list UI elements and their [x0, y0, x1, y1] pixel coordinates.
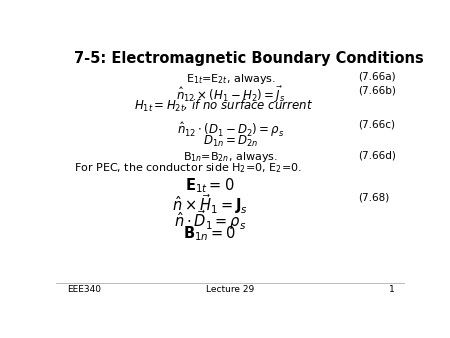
Text: $\hat{n}\cdot\vec{D}_1 = \rho_s$: $\hat{n}\cdot\vec{D}_1 = \rho_s$ — [174, 208, 246, 232]
Text: (7.66d): (7.66d) — [358, 150, 396, 160]
Text: $\hat{n}_{12}\cdot(D_1-D_2)=\rho_s$: $\hat{n}_{12}\cdot(D_1-D_2)=\rho_s$ — [177, 120, 284, 139]
Text: (7.66a): (7.66a) — [358, 72, 396, 82]
Text: $\hat{n}_{12}\times(H_1-H_2)=\vec{J}_s$: $\hat{n}_{12}\times(H_1-H_2)=\vec{J}_s$ — [176, 85, 285, 105]
Text: (7.66b): (7.66b) — [358, 85, 396, 95]
Text: B$_{1n}$=B$_{2n}$, always.: B$_{1n}$=B$_{2n}$, always. — [183, 150, 278, 164]
Text: $D_{1n}=D_{2n}$: $D_{1n}=D_{2n}$ — [203, 134, 258, 149]
Text: For PEC, the conductor side H$_2$=0, E$_2$=0.: For PEC, the conductor side H$_2$=0, E$_… — [74, 162, 302, 175]
Text: $\hat{n}\times\vec{H}_1 = \mathbf{J}_s$: $\hat{n}\times\vec{H}_1 = \mathbf{J}_s$ — [172, 192, 248, 216]
Text: EEE340: EEE340 — [67, 285, 101, 294]
Text: E$_{1t}$=E$_{2t}$, always.: E$_{1t}$=E$_{2t}$, always. — [186, 72, 275, 86]
Text: $H_{1t}=H_{2t}$, if no surface current: $H_{1t}=H_{2t}$, if no surface current — [134, 98, 313, 115]
Text: 1: 1 — [389, 285, 395, 294]
Text: Lecture 29: Lecture 29 — [207, 285, 255, 294]
Text: $\mathbf{E}_{1t} = 0$: $\mathbf{E}_{1t} = 0$ — [185, 176, 234, 195]
Text: 7-5: Electromagnetic Boundary Conditions: 7-5: Electromagnetic Boundary Conditions — [74, 51, 423, 66]
Text: $\mathbf{B}_{1n} = 0$: $\mathbf{B}_{1n} = 0$ — [183, 224, 236, 243]
Text: (7.68): (7.68) — [358, 192, 389, 202]
Text: (7.66c): (7.66c) — [358, 120, 395, 130]
